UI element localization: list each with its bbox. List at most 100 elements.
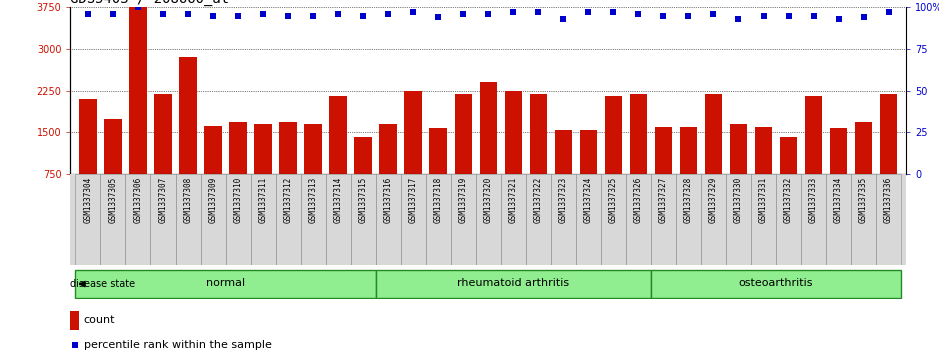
Bar [130, 7, 146, 174]
Bar [530, 94, 547, 174]
Bar [500, 174, 526, 265]
Bar [201, 174, 225, 265]
Point [806, 13, 821, 19]
Bar [376, 174, 401, 265]
Bar [179, 57, 197, 174]
Text: percentile rank within the sample: percentile rank within the sample [84, 340, 271, 350]
Bar [805, 96, 823, 174]
Bar [451, 174, 476, 265]
Point [831, 16, 846, 22]
Point [356, 13, 371, 19]
Bar [630, 94, 647, 174]
Bar [851, 174, 876, 265]
Point [556, 16, 571, 22]
Bar [526, 174, 551, 265]
Bar [651, 270, 901, 298]
Bar [755, 127, 772, 174]
Text: GSM1337330: GSM1337330 [734, 177, 743, 223]
Bar [304, 123, 322, 174]
Text: GSM1337335: GSM1337335 [859, 177, 868, 223]
Point [581, 9, 596, 15]
Text: GDS5403 / 208660_at: GDS5403 / 208660_at [70, 0, 229, 6]
Point [856, 15, 871, 20]
Bar [876, 174, 901, 265]
Text: GSM1337325: GSM1337325 [608, 177, 618, 223]
Bar [480, 82, 497, 174]
Point [156, 11, 171, 17]
Bar [626, 174, 651, 265]
Point [406, 9, 421, 15]
Point [281, 13, 296, 19]
Bar [100, 174, 126, 265]
Bar [651, 174, 676, 265]
Text: GSM1337317: GSM1337317 [408, 177, 418, 223]
Text: osteoarthritis: osteoarthritis [739, 278, 813, 289]
Point [331, 11, 346, 17]
Bar [104, 119, 122, 174]
Bar [79, 99, 97, 174]
Bar [70, 311, 79, 330]
Bar [251, 174, 276, 265]
Bar [654, 127, 672, 174]
Text: GSM1337320: GSM1337320 [484, 177, 493, 223]
Point [180, 11, 195, 17]
Text: GSM1337318: GSM1337318 [434, 177, 442, 223]
Text: GSM1337315: GSM1337315 [359, 177, 368, 223]
Point [206, 13, 221, 19]
Text: GSM1337304: GSM1337304 [84, 177, 92, 223]
Point [131, 4, 146, 10]
Point [681, 13, 696, 19]
Bar [830, 128, 847, 174]
Bar [75, 174, 100, 265]
Bar [751, 174, 776, 265]
Point [506, 9, 521, 15]
Text: GSM1337316: GSM1337316 [384, 177, 393, 223]
Bar [854, 122, 872, 174]
Bar [429, 128, 447, 174]
Text: GSM1337331: GSM1337331 [759, 177, 768, 223]
Point [105, 11, 120, 17]
Point [706, 11, 721, 17]
Bar [776, 174, 801, 265]
Point [606, 9, 621, 15]
Bar [154, 94, 172, 174]
Bar [150, 174, 176, 265]
Bar [801, 174, 826, 265]
Point [231, 13, 246, 19]
Bar [126, 174, 150, 265]
Bar [229, 122, 247, 174]
Text: disease state: disease state [69, 279, 135, 289]
Point [631, 11, 646, 17]
Bar [680, 127, 698, 174]
Bar [605, 96, 623, 174]
Bar [576, 174, 601, 265]
Text: GSM1337321: GSM1337321 [509, 177, 517, 223]
Point [731, 16, 746, 22]
Text: GSM1337314: GSM1337314 [333, 177, 343, 223]
Bar [700, 174, 726, 265]
Text: GSM1337327: GSM1337327 [659, 177, 668, 223]
Bar [405, 91, 422, 174]
Bar [379, 124, 397, 174]
Bar [880, 94, 898, 174]
Bar [330, 96, 346, 174]
Point [481, 11, 496, 17]
Bar [551, 174, 576, 265]
Text: GSM1337312: GSM1337312 [284, 177, 293, 223]
Text: normal: normal [206, 278, 245, 289]
Text: GSM1337336: GSM1337336 [885, 177, 893, 223]
Bar [676, 174, 700, 265]
Bar [176, 174, 201, 265]
Point [656, 13, 671, 19]
Bar [280, 122, 297, 174]
Text: GSM1337307: GSM1337307 [159, 177, 167, 223]
Bar [826, 174, 851, 265]
Point [380, 11, 395, 17]
Bar [601, 174, 626, 265]
Bar [579, 130, 597, 174]
Bar [504, 91, 522, 174]
Bar [476, 174, 500, 265]
Bar [376, 270, 651, 298]
Text: count: count [84, 315, 115, 325]
Point [288, 235, 303, 241]
